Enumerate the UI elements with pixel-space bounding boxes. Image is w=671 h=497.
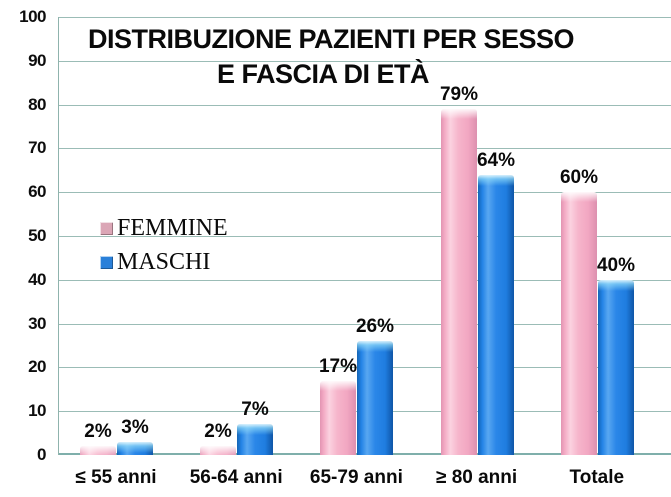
bar-value-label: 26% xyxy=(355,316,395,337)
bar-maschi xyxy=(357,341,393,455)
bar-maschi xyxy=(237,424,273,455)
bar-value-label: 2% xyxy=(84,421,112,442)
gridline xyxy=(59,324,671,325)
bar-value-label: 17% xyxy=(318,356,358,377)
bar-value-label: 60% xyxy=(559,167,599,188)
chart-title-line1: DISTRIBUZIONE PAZIENTI PER SESSO xyxy=(88,24,575,54)
bar-value-label: 2% xyxy=(204,421,232,442)
bar-femmine xyxy=(561,192,597,455)
bar-maschi xyxy=(478,175,514,455)
bar-femmine xyxy=(320,381,356,455)
y-tick-label: 50 xyxy=(28,226,46,245)
y-tick-label: 20 xyxy=(28,357,46,377)
category-label: ≤ 55 anni xyxy=(75,467,157,488)
bar-maschi xyxy=(117,442,153,455)
bar-value-label: 79% xyxy=(439,84,479,105)
gridline xyxy=(59,236,671,237)
bar-femmine xyxy=(80,446,116,455)
legend-swatch-icon xyxy=(100,255,113,269)
legend-swatch-icon xyxy=(100,221,113,235)
bar-value-label: 3% xyxy=(121,417,149,438)
category-label: 56-64 anni xyxy=(189,467,283,488)
legend-item: FEMMINE xyxy=(100,211,228,245)
legend: FEMMINE MASCHI xyxy=(100,211,228,279)
bar-value-label: 64% xyxy=(476,150,516,171)
bar-femmine xyxy=(200,446,236,455)
legend-label: FEMMINE xyxy=(117,215,228,241)
y-tick-label: 90 xyxy=(28,50,46,70)
chart-title-line2: E FASCIA DI ETÀ xyxy=(216,59,430,89)
y-tick-label: 40 xyxy=(28,269,46,289)
bar-maschi xyxy=(598,280,634,455)
gridline xyxy=(59,105,671,106)
y-tick-label: 100 xyxy=(19,7,46,26)
bar-value-label: 7% xyxy=(241,399,269,420)
plot-area: 2% 3% 2% 7% 17% 26% 79% 64% 60% 40% xyxy=(58,17,671,455)
bar-value-label: 40% xyxy=(596,255,636,276)
y-tick-label: 10 xyxy=(28,401,46,421)
legend-item: MASCHI xyxy=(100,245,228,279)
gridline xyxy=(59,17,671,18)
category-label: ≥ 80 anni xyxy=(436,467,518,488)
gridline xyxy=(59,61,671,62)
y-tick-label: 70 xyxy=(28,138,46,158)
category-label: 65-79 anni xyxy=(309,467,403,488)
bar-femmine xyxy=(441,109,477,455)
gridline xyxy=(59,148,671,149)
gridline xyxy=(59,192,671,193)
y-tick-label: 80 xyxy=(28,94,46,114)
y-tick-label: 30 xyxy=(28,313,46,333)
chart-title: DISTRIBUZIONE PAZIENTI PER SESSO E FASCI… xyxy=(88,22,575,92)
legend-label: MASCHI xyxy=(117,249,211,275)
y-tick-label: 60 xyxy=(28,182,46,202)
category-label: Totale xyxy=(569,467,625,488)
gridline xyxy=(59,280,671,281)
y-tick-label: 0 xyxy=(37,445,46,464)
